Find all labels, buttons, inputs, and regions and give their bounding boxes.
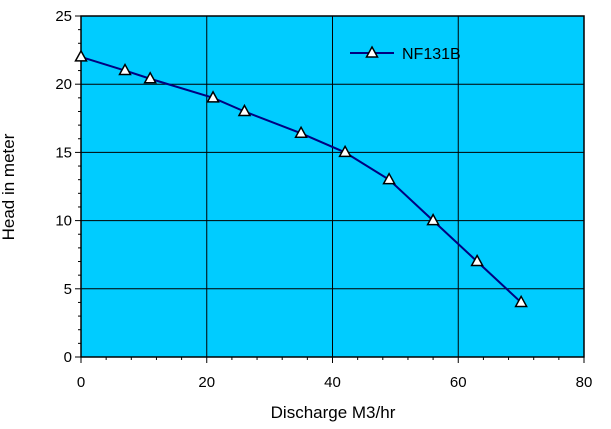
x-axis-ticks: 0 20 40 60 80 — [77, 357, 593, 391]
data-point-marker — [143, 71, 157, 84]
x-tick-label: 40 — [324, 374, 341, 391]
y-tick-label: 10 — [55, 213, 72, 230]
data-point-marker — [338, 144, 352, 158]
y-axis-ticks: 0 5 10 15 20 25 — [55, 8, 81, 366]
x-tick-label: 20 — [198, 374, 215, 391]
y-axis-title: Head in meter — [0, 133, 18, 240]
data-point-marker — [470, 253, 484, 267]
data-point-marker — [206, 90, 220, 103]
data-point-marker — [294, 125, 308, 139]
data-point-marker — [382, 172, 396, 185]
y-tick-label: 0 — [64, 349, 72, 366]
legend-label: NF131B — [402, 46, 461, 63]
data-point-marker — [118, 63, 132, 76]
y-tick-label: 20 — [55, 76, 72, 93]
y-tick-label: 5 — [64, 281, 72, 298]
legend: NF131B — [350, 45, 461, 63]
x-axis-title: Discharge M3/hr — [271, 403, 396, 422]
data-point-marker — [74, 49, 88, 62]
x-tick-label: 0 — [77, 374, 85, 391]
data-point-marker — [426, 213, 440, 226]
data-point-marker — [514, 294, 528, 308]
grid-lines — [81, 16, 584, 357]
x-tick-label: 60 — [450, 374, 467, 391]
series-layer — [74, 49, 528, 308]
x-tick-label: 80 — [576, 374, 593, 391]
y-tick-label: 15 — [55, 144, 72, 161]
data-point-marker — [237, 103, 252, 117]
legend-triangle-marker — [365, 45, 379, 58]
y-tick-label: 25 — [55, 8, 72, 25]
